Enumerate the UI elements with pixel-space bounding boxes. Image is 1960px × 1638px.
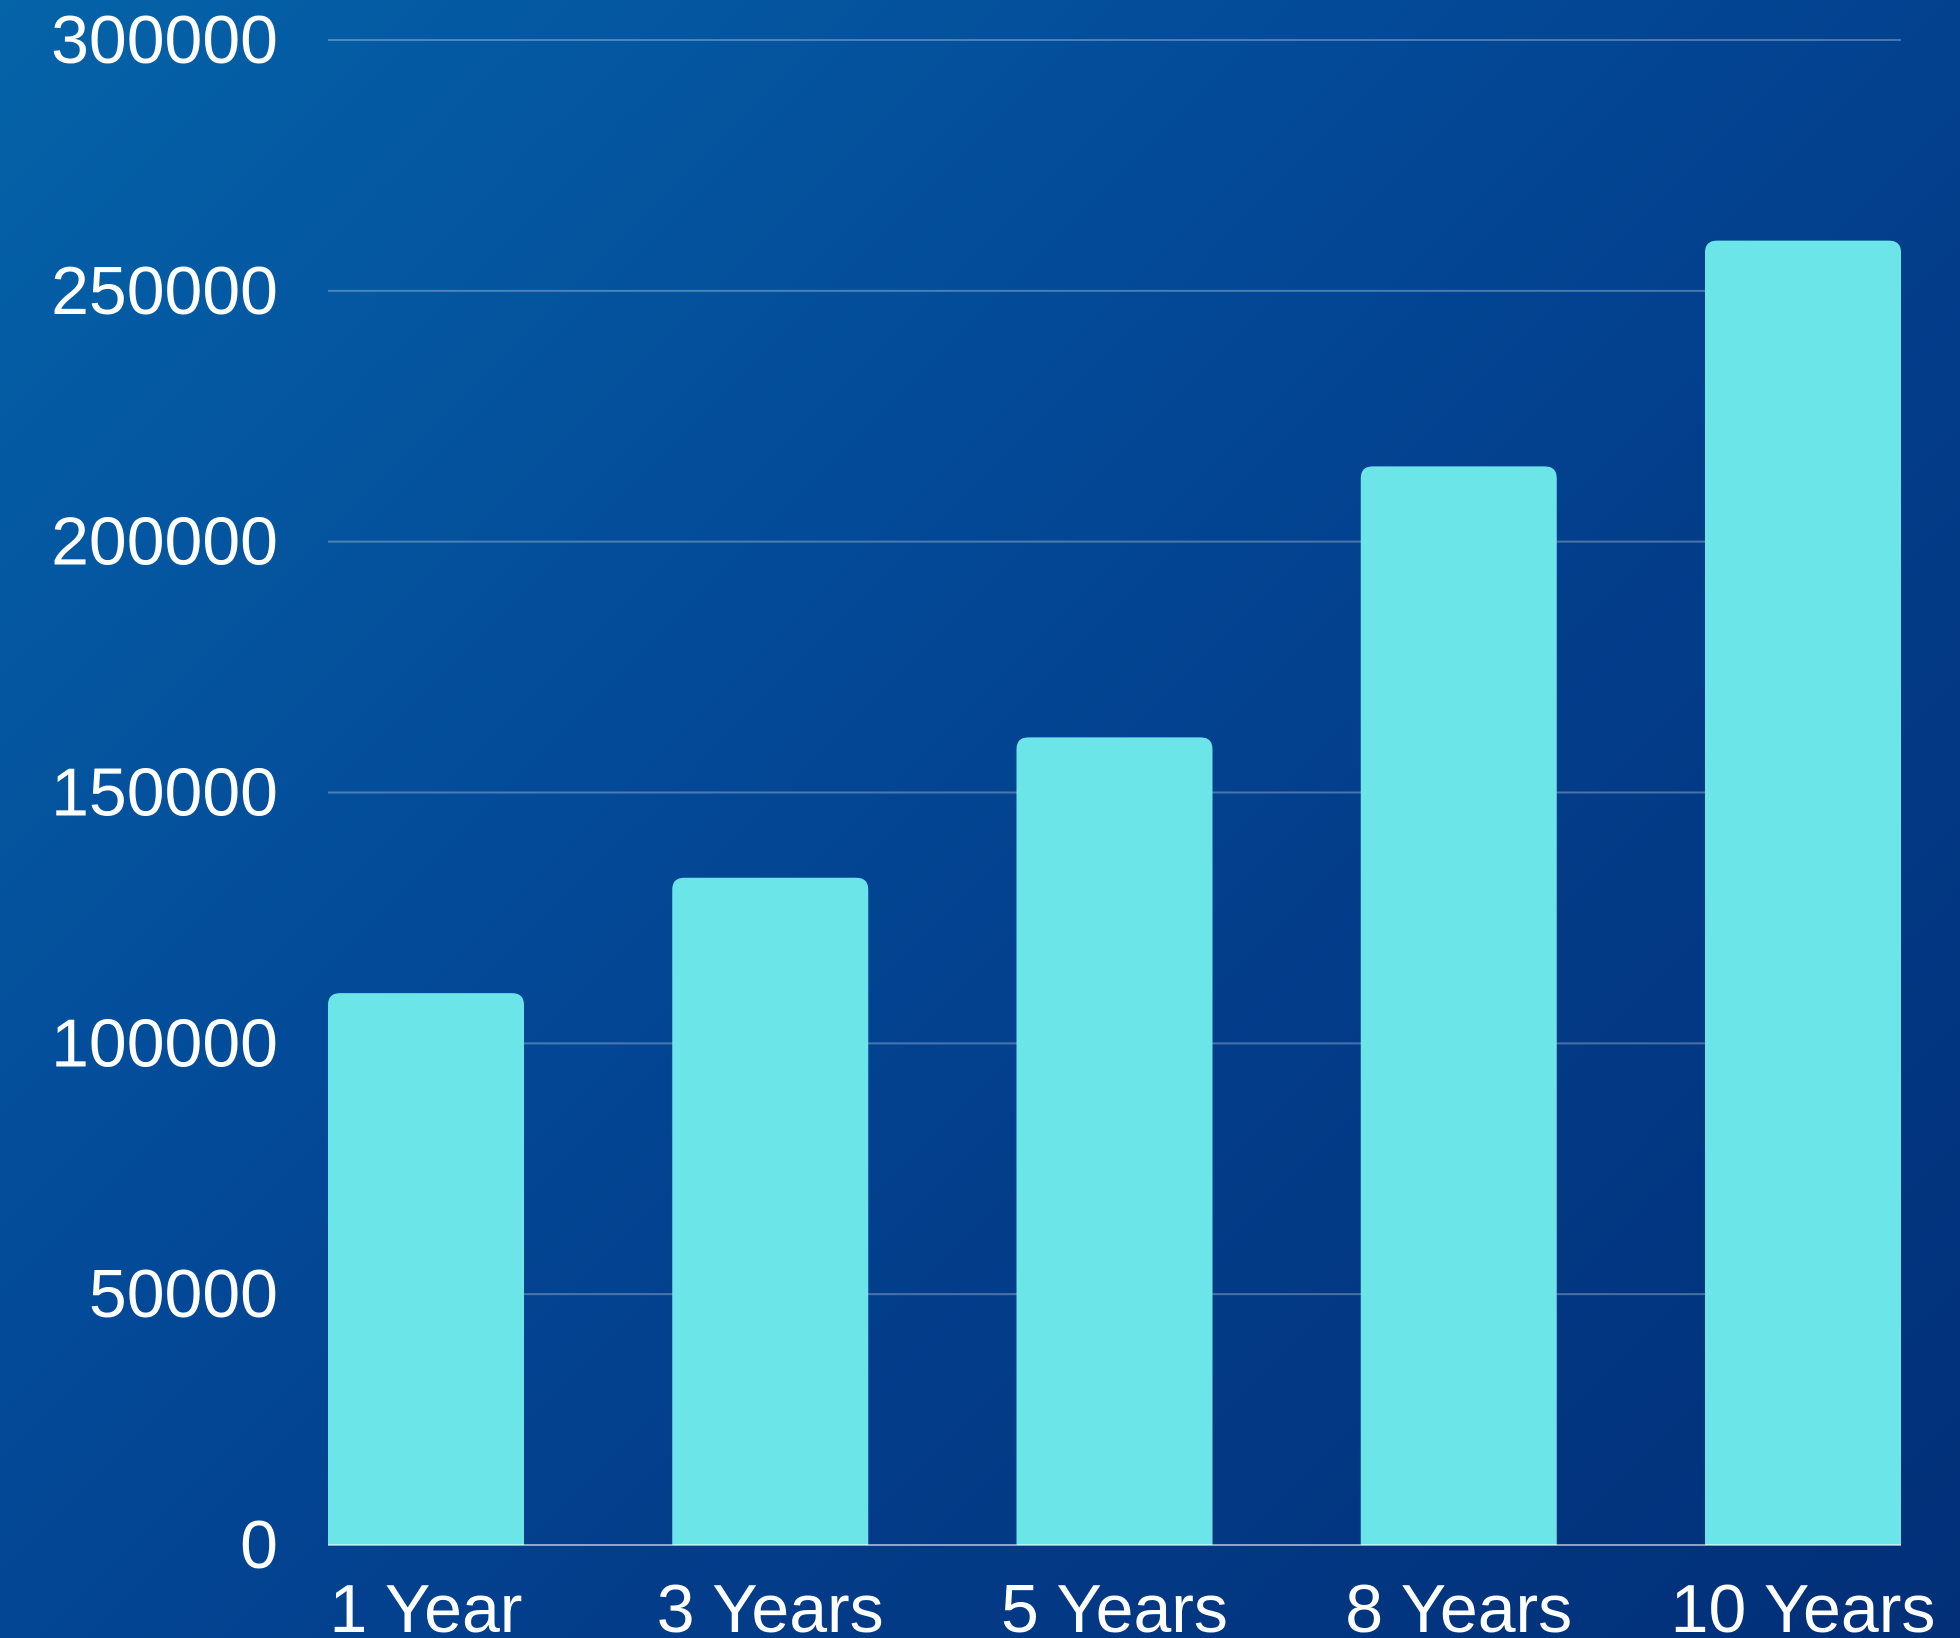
y-tick-label: 0 xyxy=(240,1507,278,1583)
x-tick-label: 10 Years xyxy=(1671,1571,1936,1638)
y-tick-label: 300000 xyxy=(51,2,278,78)
bar xyxy=(1016,737,1213,1545)
bars xyxy=(328,240,1901,1546)
bar xyxy=(1360,466,1557,1546)
y-axis-tick-labels: 0 50000 100000 150000 200000 250000 300000 xyxy=(51,2,278,1583)
x-tick-label: 3 Years xyxy=(657,1571,884,1638)
x-tick-label: 1 Year xyxy=(330,1571,523,1638)
x-tick-label: 8 Years xyxy=(1345,1571,1572,1638)
x-axis-tick-labels: 1 Year 3 Years 5 Years 8 Years 10 Years xyxy=(330,1571,1936,1638)
y-tick-label: 100000 xyxy=(51,1005,278,1081)
bar xyxy=(1705,240,1901,1546)
bar xyxy=(328,993,524,1545)
bar xyxy=(672,877,869,1545)
y-tick-label: 200000 xyxy=(51,504,278,580)
x-tick-label: 5 Years xyxy=(1001,1571,1228,1638)
y-tick-label: 150000 xyxy=(51,755,278,831)
y-tick-label: 250000 xyxy=(51,253,278,329)
y-tick-label: 50000 xyxy=(89,1256,278,1332)
